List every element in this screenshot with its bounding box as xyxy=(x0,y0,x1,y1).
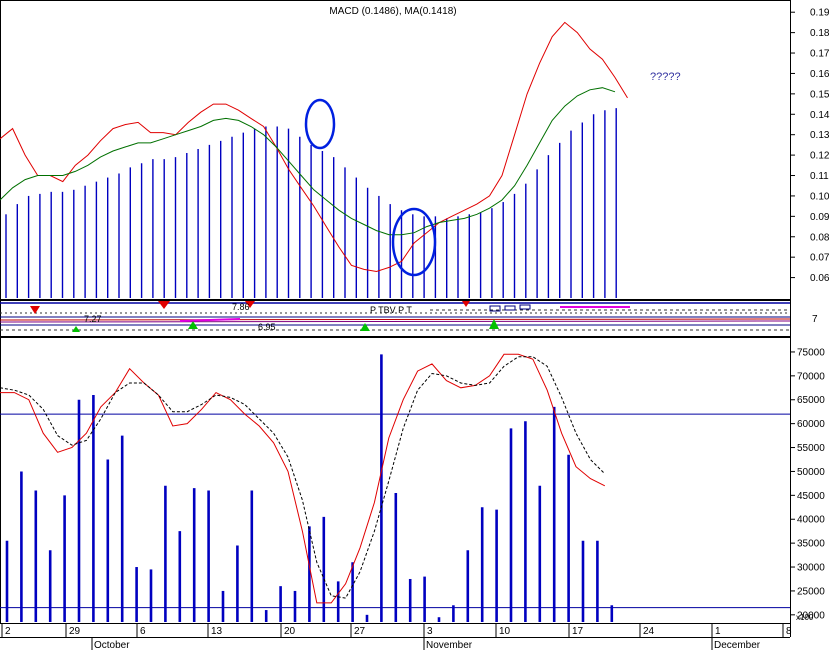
middle-label-left: 7.27 xyxy=(84,314,102,324)
xtick-label: 6 xyxy=(140,626,146,637)
bottom-ytick-label: 25000 xyxy=(797,586,825,597)
bottom-ytick-label: 40000 xyxy=(797,515,825,526)
top-bars xyxy=(5,108,617,298)
sell-arrow-1 xyxy=(30,306,40,314)
xtick-label: 17 xyxy=(572,626,584,637)
top-ytick-label: 0.10 xyxy=(810,191,830,202)
month-label: October xyxy=(94,640,130,650)
bottom-axis-ticks: 20000 25000 30000 35000 40000 45000 50000 55000… xyxy=(790,347,825,621)
top-ytick-label: 0.14 xyxy=(810,110,830,121)
middle-box-1 xyxy=(489,305,501,312)
scale-label: x100 xyxy=(796,613,814,622)
xtick-label: 2 xyxy=(5,626,11,637)
middle-label-center: P TBV P T xyxy=(370,305,412,315)
top-ytick-label: 0.13 xyxy=(810,130,830,141)
bottom-ytick-label: 20000 xyxy=(797,610,825,621)
bottom-ytick-label: 35000 xyxy=(797,539,825,550)
annotation-circle-trough xyxy=(391,207,437,277)
chart-title: MACD (0.1486), MA(0.1418) xyxy=(329,6,456,17)
top-ytick-label: 0.07 xyxy=(810,253,830,264)
month-label: December xyxy=(714,640,761,650)
top-ytick-label: 0.19 xyxy=(810,8,830,19)
xtick-label: 24 xyxy=(643,626,655,637)
xtick-label: 27 xyxy=(354,626,366,637)
bottom-ytick-label: 55000 xyxy=(797,443,825,454)
middle-box-3 xyxy=(519,304,531,310)
bottom-ytick-label: 50000 xyxy=(797,467,825,478)
bottom-ytick-label: 75000 xyxy=(797,347,825,358)
xtick-label: 1 xyxy=(715,626,721,637)
middle-mark-2 xyxy=(179,318,241,322)
xtick-label: 13 xyxy=(211,626,223,637)
middle-label-bottom: 6.95 xyxy=(258,322,276,332)
buy-arrow-1 xyxy=(188,321,198,329)
xtick-label: 29 xyxy=(69,626,81,637)
middle-line-6 xyxy=(0,320,791,323)
bottom-ytick-label: 70000 xyxy=(797,371,825,382)
bottom-lines xyxy=(0,353,606,604)
sell-arrow-4 xyxy=(462,301,470,307)
top-ytick-label: 0.08 xyxy=(810,232,830,243)
top-ytick-label: 0.18 xyxy=(810,28,830,39)
sell-arrow-3 xyxy=(245,301,255,308)
middle-panel: 7.86 7.27 6.95 P TBV P T 7 xyxy=(0,301,818,332)
top-lines xyxy=(0,21,628,273)
bottom-bars xyxy=(5,354,614,622)
annotation-circle-peak xyxy=(304,98,336,150)
month-label: November xyxy=(426,640,473,650)
bottom-ytick-label: 30000 xyxy=(797,563,825,574)
middle-right-tick: 7 xyxy=(812,314,818,325)
top-axis-ticks: 0.06 0.07 0.08 0.09 0.10 0.11 0.12 0.13 0.14 0.15… xyxy=(790,8,830,284)
buy-arrow-3 xyxy=(489,319,499,329)
bottom-ytick-label: 65000 xyxy=(797,395,825,406)
middle-label-top: 7.86 xyxy=(232,302,250,312)
buy-arrow-4 xyxy=(72,326,80,332)
frames xyxy=(0,0,791,637)
middle-box-2 xyxy=(504,305,516,311)
top-ytick-label: 0.11 xyxy=(810,171,829,182)
k-line xyxy=(0,353,606,604)
top-ytick-label: 0.17 xyxy=(810,49,830,60)
ma-line xyxy=(0,87,616,236)
x-axis: 2 29 6 13 20 27 3 10 17 24 1 8 October November Decemb… xyxy=(0,624,792,650)
bottom-ytick-label: 60000 xyxy=(797,419,825,430)
buy-arrow-2 xyxy=(360,323,370,331)
xtick-label: 10 xyxy=(499,626,511,637)
xtick-label: 3 xyxy=(427,626,433,637)
sell-arrow-2 xyxy=(158,301,170,309)
xtick-label: 8 xyxy=(786,626,792,637)
top-ytick-label: 0.12 xyxy=(810,151,830,162)
d-line xyxy=(0,356,606,599)
bottom-ytick-label: 45000 xyxy=(797,491,825,502)
macd-line xyxy=(0,21,628,273)
xtick-label: 20 xyxy=(284,626,296,637)
top-ytick-label: 0.06 xyxy=(810,273,830,284)
query-annotation: ????? xyxy=(650,71,681,83)
top-ytick-label: 0.15 xyxy=(810,89,830,100)
middle-line-5 xyxy=(0,318,791,321)
top-ytick-label: 0.16 xyxy=(810,69,830,80)
top-ytick-label: 0.09 xyxy=(810,212,830,223)
